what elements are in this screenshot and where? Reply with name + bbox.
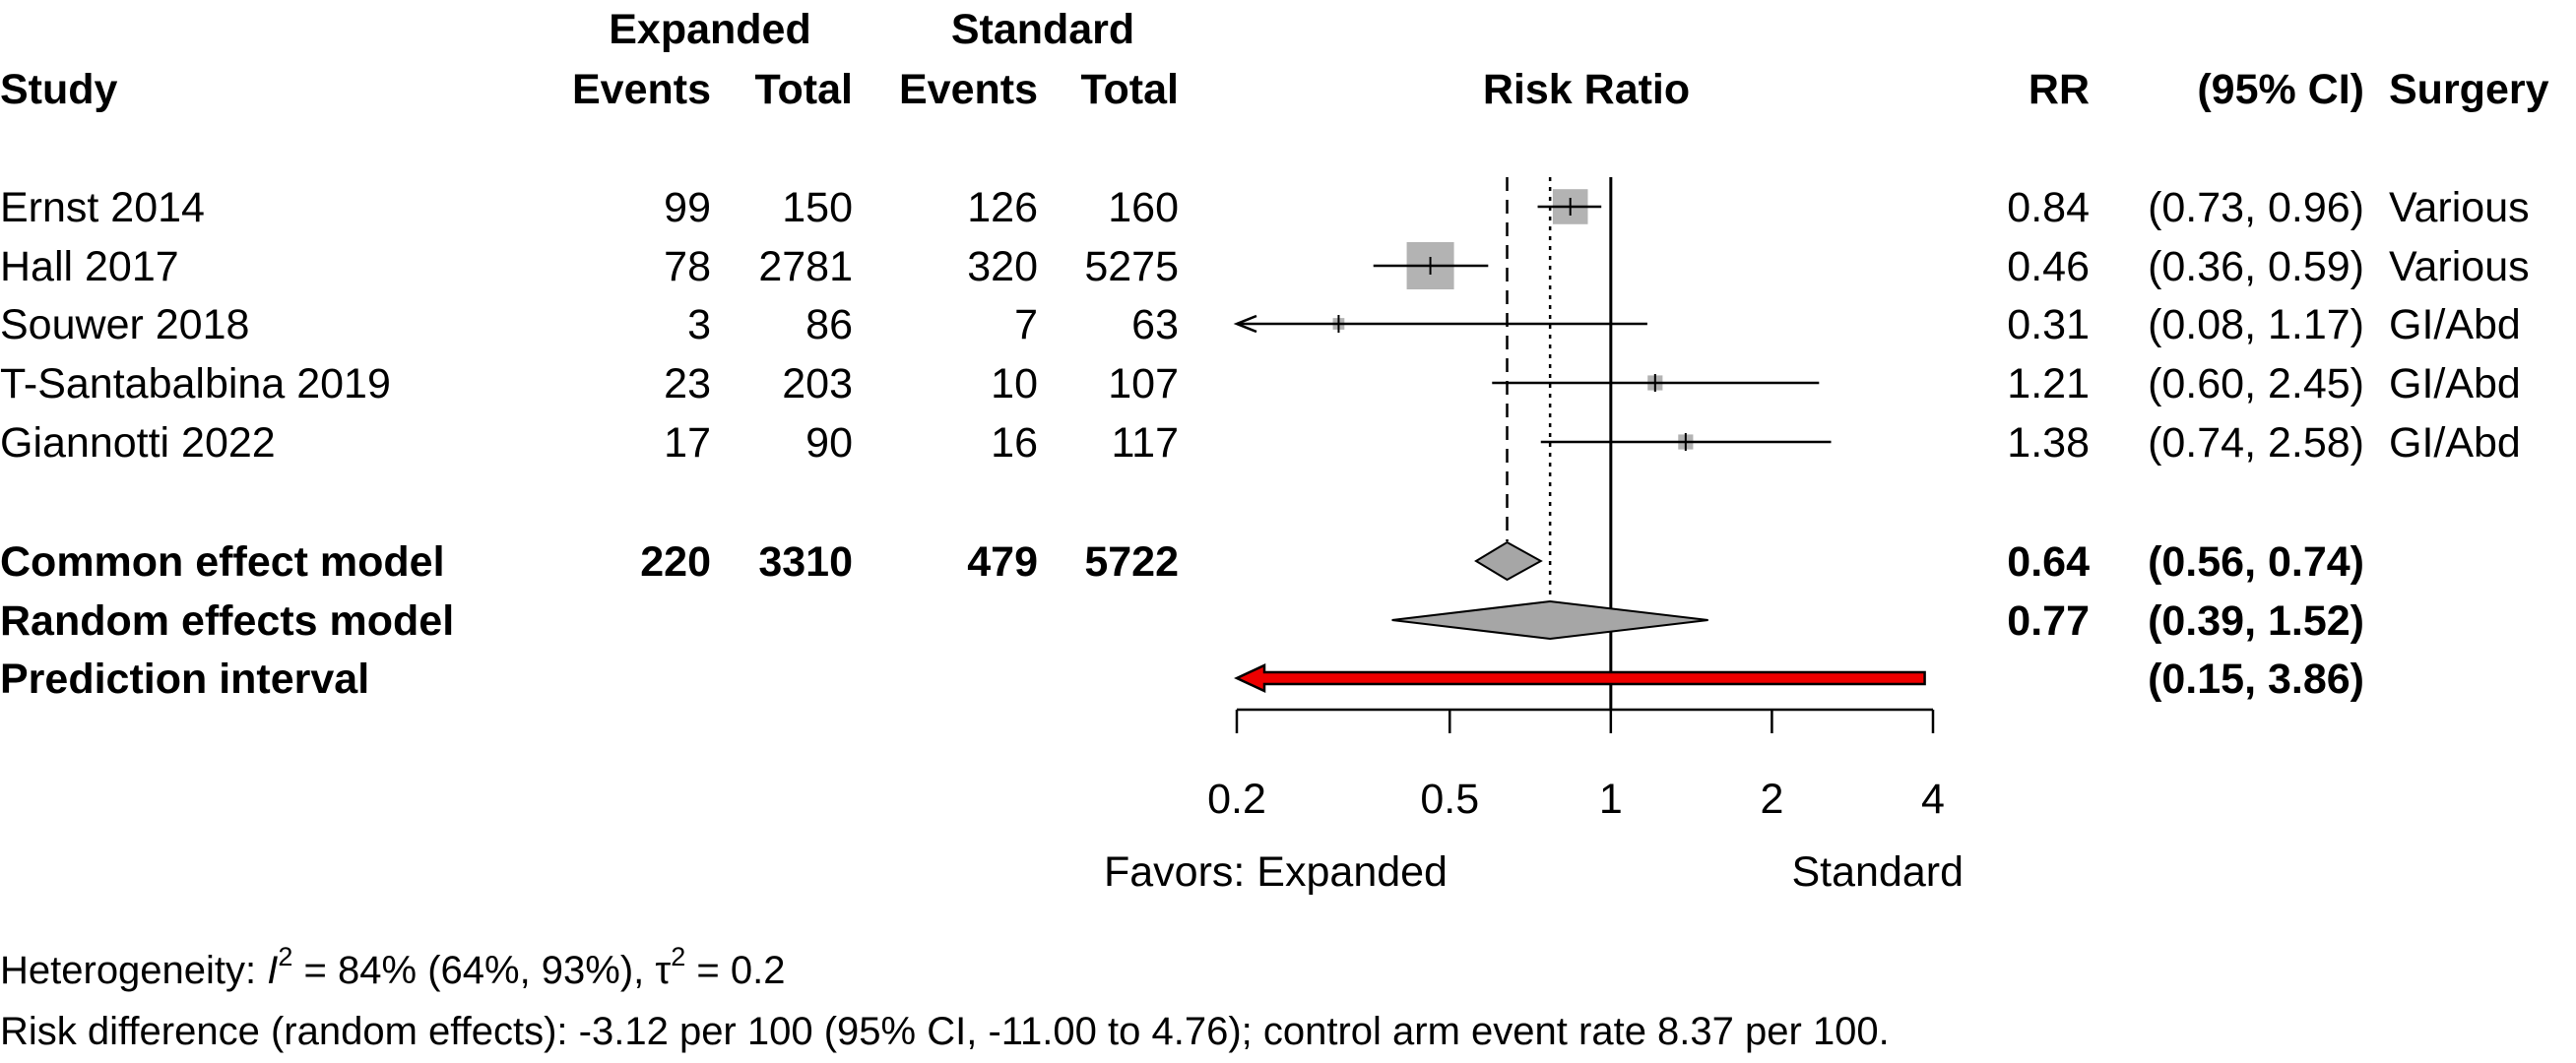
surgery-type: Various [2389,243,2530,290]
header-group-expanded: Expanded [609,6,811,53]
total-standard: 63 [1131,301,1179,348]
tau-value: = 0.2 [685,949,786,992]
header-study: Study [0,66,118,113]
favors-right-label: Standard [1791,848,1964,896]
header-risk-ratio: Risk Ratio [1483,66,1690,113]
total-standard: 117 [1111,419,1179,467]
total-standard: 5275 [1084,243,1179,290]
rr-value: 1.21 [2007,360,2090,407]
total-standard: 160 [1108,184,1179,231]
common-effect-label: Common effect model [0,538,445,586]
header-surgery: Surgery [2389,66,2549,113]
x-tick-label: 1 [1599,776,1623,823]
total-expanded: 150 [782,184,853,231]
x-tick-label: 4 [1921,776,1945,823]
random-effects-row: Random effects model 0.77 (0.39, 1.52) [0,597,2364,645]
surgery-type: Various [2389,184,2530,231]
rr-value: 0.84 [2007,184,2090,231]
events-standard: 16 [991,419,1038,467]
total-expanded: 2781 [758,243,853,290]
rr-value: 0.46 [2007,243,2090,290]
study-row: Giannotti 2022 17 90 16 117 1.38 (0.74, … [0,419,2521,467]
study-row: T-Santabalbina 2019 23 203 10 107 1.21 (… [0,360,2521,407]
events-standard: 7 [1014,301,1038,348]
ci-arrow-left [1233,314,1257,334]
events-expanded: 3 [687,301,711,348]
rr-value: 0.31 [2007,301,2090,348]
ci-value: (0.39, 1.52) [2148,597,2364,645]
rr-value: 1.38 [2007,419,2090,467]
study-name: Hall 2017 [0,243,179,290]
x-tick-label: 2 [1760,776,1783,823]
heterogeneity-prefix: Heterogeneity: [0,949,268,992]
study-name: Ernst 2014 [0,184,205,231]
ci-value: (0.60, 2.45) [2148,360,2364,407]
events-expanded: 78 [664,243,711,290]
ci-value: (0.56, 0.74) [2148,538,2364,586]
study-row: Hall 2017 78 2781 320 5275 0.46 (0.36, 0… [0,243,2530,290]
ci-value: (0.15, 3.86) [2148,656,2364,703]
rr-value: 0.77 [2007,597,2090,645]
axis-tick-labels: 0.2 0.5 1 2 4 [1207,776,1945,823]
header-events-expanded: Events [572,66,711,113]
plot-area [1233,177,1935,733]
common-effect-diamond [1474,540,1543,582]
common-effect-row: Common effect model 220 3310 479 5722 0.… [0,538,2364,586]
prediction-interval-label: Prediction interval [0,656,369,703]
tau-symbol: τ [655,949,672,992]
events-standard: 126 [967,184,1038,231]
header-total-standard: Total [1080,66,1179,113]
heterogeneity-note: Heterogeneity: I2 = 84% (64%, 93%), τ2 =… [0,942,786,993]
ci-value: (0.36, 0.59) [2148,243,2364,290]
events-standard: 320 [967,243,1038,290]
prediction-interval-bar [1234,663,1926,693]
study-row: Ernst 2014 99 150 126 160 0.84 (0.73, 0.… [0,184,2530,231]
surgery-type: GI/Abd [2389,301,2521,348]
x-tick-label: 0.5 [1420,776,1479,823]
total-expanded: 203 [782,360,853,407]
x-tick-label: 0.2 [1207,776,1266,823]
total-expanded: 86 [805,301,853,348]
prediction-interval-row: Prediction interval (0.15, 3.86) [0,656,2364,703]
surgery-type: GI/Abd [2389,360,2521,407]
total-expanded: 3310 [758,538,853,586]
risk-difference-note: Risk difference (random effects): -3.12 … [0,1010,1890,1053]
total-standard: 5722 [1084,538,1179,586]
rr-value: 0.64 [2007,538,2090,586]
i2-symbol: I [267,949,279,992]
total-expanded: 90 [805,419,853,467]
header-rr: RR [2029,66,2090,113]
events-expanded: 99 [664,184,711,231]
events-standard: 479 [967,538,1038,586]
header-group-standard: Standard [951,6,1134,53]
ci-value: (0.08, 1.17) [2148,301,2364,348]
random-effects-label: Random effects model [0,597,454,645]
events-expanded: 17 [664,419,711,467]
events-standard: 10 [991,360,1038,407]
study-name: T-Santabalbina 2019 [0,360,391,407]
ci-value: (0.74, 2.58) [2148,419,2364,467]
random-effects-diamond [1391,599,1708,641]
events-expanded: 220 [640,538,711,586]
i2-value: = 84% (64%, 93%), [292,949,656,992]
favors-left-label: Favors: Expanded [1104,848,1448,896]
study-row: Souwer 2018 3 86 7 63 0.31 (0.08, 1.17) … [0,301,2521,348]
header-ci: (95% CI) [2197,66,2364,113]
study-name: Giannotti 2022 [0,419,276,467]
surgery-type: GI/Abd [2389,419,2521,467]
total-standard: 107 [1108,360,1179,407]
study-name: Souwer 2018 [0,301,249,348]
events-expanded: 23 [664,360,711,407]
header-events-standard: Events [899,66,1038,113]
header-total-expanded: Total [754,66,853,113]
ci-value: (0.73, 0.96) [2148,184,2364,231]
